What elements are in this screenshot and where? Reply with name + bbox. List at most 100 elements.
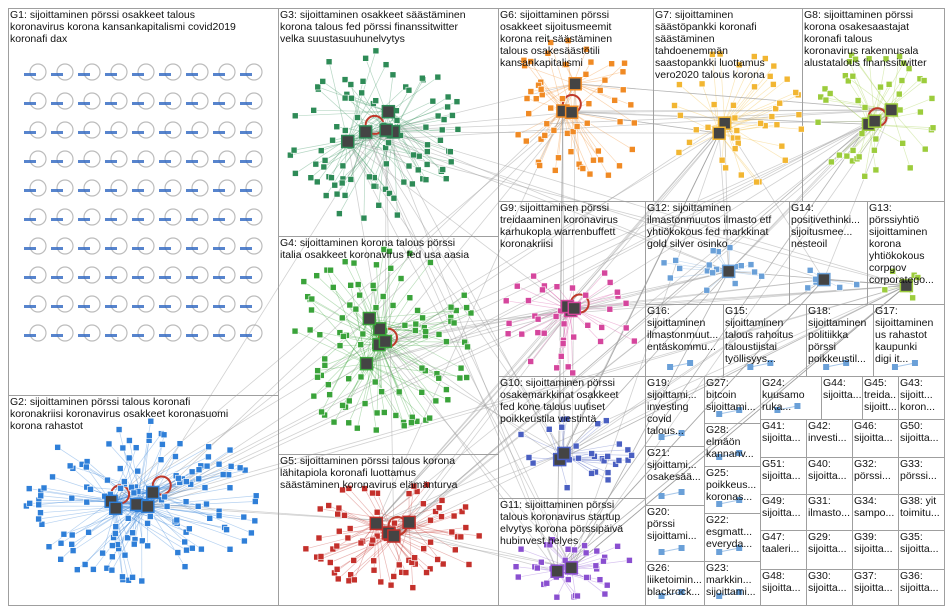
self-loop-g1-19: [29, 121, 47, 139]
inter-edge-104: [556, 285, 907, 572]
edge-g4-18: [385, 341, 465, 343]
node-g16-b: [687, 360, 694, 366]
node-g1-4: [105, 73, 117, 76]
node-g3-3: [382, 185, 389, 193]
inter-edge-93: [559, 279, 825, 460]
self-loop-g1-47: [56, 208, 74, 226]
node-g9-35: [606, 305, 614, 313]
node-g4-51: [467, 309, 475, 317]
node-g5-62: [344, 534, 352, 542]
edge-g4-85: [317, 363, 367, 371]
self-loop-g1-41: [137, 179, 155, 197]
node-g6-37: [611, 97, 618, 104]
self-loop-g1-23: [137, 121, 155, 139]
node-g6-10: [627, 101, 635, 109]
inter-edge-16: [375, 122, 725, 524]
node-g15-b: [767, 360, 774, 366]
node-g7-9: [675, 149, 683, 156]
edge-g4-42: [376, 264, 381, 329]
node-g4-49: [327, 266, 334, 274]
edge-g3-89: [341, 129, 387, 184]
node-g1-44: [213, 189, 225, 192]
node-g7-33: [710, 101, 718, 108]
edge-g4-37: [379, 317, 423, 330]
node-g2-18: [236, 464, 244, 472]
edge-g2-58: [102, 508, 117, 554]
self-loop-g1-8: [218, 63, 236, 81]
inter-edge-117: [141, 111, 389, 506]
node-g1-73: [24, 305, 36, 308]
node-g8-16: [929, 124, 937, 132]
node-g6-30: [587, 58, 595, 66]
inter-edge-124: [375, 306, 568, 524]
node-g2-107: [223, 526, 230, 533]
node-g11-15: [553, 593, 561, 601]
node-g1-54: [240, 218, 252, 221]
node-g2-71: [54, 444, 61, 451]
edge-g15: [750, 362, 771, 368]
node-g11-10: [512, 563, 520, 570]
edge-g2-102: [111, 474, 224, 502]
node-g4-42: [373, 261, 380, 269]
edge-g3-32: [328, 131, 366, 177]
node-g9-39: [582, 291, 590, 299]
node-g4-19: [452, 307, 460, 314]
group-box-g44: [821, 376, 863, 420]
edge-g6-20: [571, 112, 633, 150]
edge-g3-94: [339, 129, 387, 214]
node-g4-68: [308, 295, 316, 303]
inter-edge-64: [393, 109, 892, 537]
edge-g5-39: [350, 535, 395, 576]
node-g1-5: [132, 73, 144, 76]
group-box-g29: [806, 530, 853, 570]
node-g7-38: [671, 102, 678, 109]
node-g8-20: [845, 77, 852, 85]
edge-g18: [826, 362, 847, 368]
node-g7-24: [792, 89, 800, 96]
node-g1-23: [132, 131, 144, 134]
node-g2-115: [109, 542, 116, 549]
node-g8-14: [846, 58, 853, 65]
node-g3-79: [440, 116, 448, 123]
inter-edge-51: [728, 123, 869, 272]
edge-g2-71: [57, 447, 148, 507]
node-g8-11: [858, 130, 866, 137]
node-g4-94: [395, 388, 403, 396]
node-g4-1: [330, 418, 338, 426]
node-g4-108: [341, 258, 349, 266]
hub-node-g10-1: [557, 446, 571, 461]
node-g12-17: [705, 261, 713, 269]
node-g9-37: [504, 330, 512, 338]
node-g3-47: [341, 192, 349, 199]
node-g8-25: [826, 90, 834, 97]
node-g1-64: [24, 276, 36, 279]
node-g6-23: [547, 104, 555, 112]
node-g2-116: [206, 514, 214, 522]
node-g1-30: [78, 160, 90, 163]
node-layer: [23, 37, 937, 601]
edge-g2-136: [115, 447, 137, 509]
node-g2-84: [125, 454, 133, 462]
self-loop-g1-80: [218, 295, 236, 313]
inter-edge-81: [375, 310, 571, 524]
node-g3-59: [320, 163, 328, 171]
node-g10-19: [517, 431, 525, 438]
node-g11-24: [581, 542, 588, 549]
node-g2-117: [40, 484, 48, 492]
node-g2-19: [112, 523, 120, 530]
edge-g5-78: [376, 507, 440, 524]
node-g8-42: [836, 151, 843, 159]
node-g16-a: [667, 364, 674, 370]
self-loop-g1-64: [29, 266, 47, 284]
node-g1-55: [24, 247, 36, 250]
inter-edge-55: [369, 318, 558, 572]
node-g11-5: [543, 579, 551, 587]
node-g4-104: [359, 330, 367, 338]
node-g6-7: [601, 76, 609, 84]
node-g6-47: [583, 119, 591, 127]
node-g2-51: [83, 458, 91, 465]
node-g4-103: [389, 302, 397, 309]
node-g2-97: [195, 466, 203, 474]
inter-edge-66: [379, 328, 560, 460]
node-g25-a: [716, 501, 723, 507]
